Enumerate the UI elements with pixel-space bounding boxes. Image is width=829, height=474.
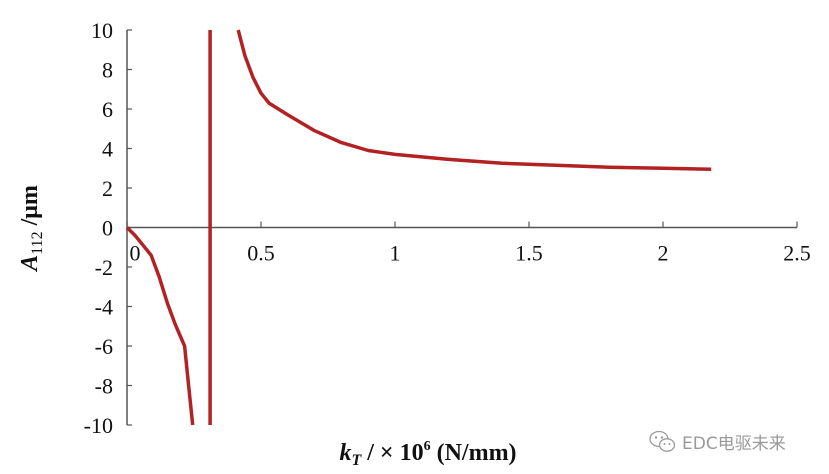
x-axis-label-sup: 6	[424, 439, 431, 454]
y-tick-label: -2	[95, 255, 113, 280]
y-tick-label: -10	[84, 413, 113, 438]
x-tick-label: 2.5	[783, 241, 811, 266]
y-tick-label: 8	[102, 58, 113, 83]
x-axis-label-sub: T	[351, 452, 362, 469]
y-axis-label: A112 /μm	[17, 185, 46, 273]
y-tick-label: 0	[102, 216, 113, 241]
x-axis-label-var: k	[339, 440, 351, 466]
y-tick-label: -4	[95, 295, 113, 320]
x-ticks: 0 0.5 1 1.5 2 2.5	[126, 221, 811, 266]
x-axis-label-unit: (N/mm)	[431, 440, 517, 466]
y-tick-label: 10	[91, 18, 113, 43]
y-tick-label: 6	[102, 97, 113, 122]
watermark-text: EDC电驱未来	[682, 434, 786, 454]
series-line-segment	[236, 29, 712, 171]
watermark: EDC电驱未来	[649, 430, 786, 454]
x-axis-label: kT / × 106 (N/mm)	[339, 439, 516, 469]
series-group	[125, 29, 712, 426]
y-axis-label-var: A	[17, 255, 43, 273]
x-tick-label: 1	[390, 241, 401, 266]
y-axis-label-unit: /μm	[17, 185, 43, 231]
y-tick-label: -8	[95, 374, 113, 399]
x-tick-label: 2	[658, 241, 669, 266]
series-line-segment	[125, 226, 195, 426]
y-axis-label-sub: 112	[29, 231, 46, 254]
x-tick-label: 0	[130, 241, 141, 266]
y-tick-label: 2	[102, 176, 113, 201]
y-tick-label: 4	[102, 137, 113, 162]
wechat-icon	[649, 430, 676, 452]
x-tick-label: 1.5	[515, 241, 543, 266]
x-axis-label-mid: / × 10	[361, 440, 423, 466]
y-tick-label: -6	[95, 334, 113, 359]
y-ticks: 10 8 6 4 2 0 -2 -4 -6 -8 -10	[84, 18, 132, 438]
x-tick-label: 0.5	[247, 241, 275, 266]
